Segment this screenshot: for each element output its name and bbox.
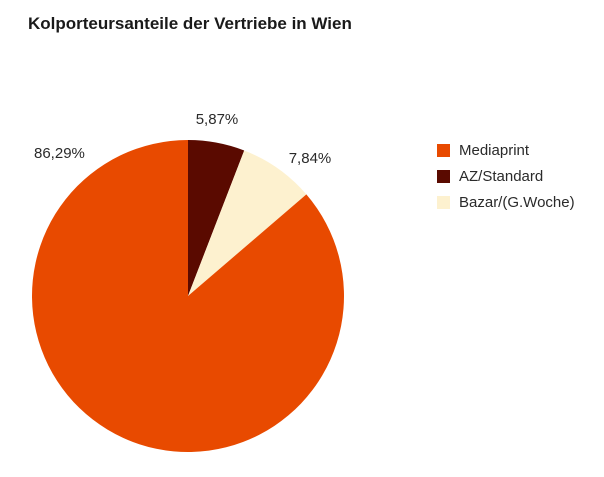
pie-slice-mediaprint [32, 140, 345, 452]
pie-slice-az-standard [188, 140, 245, 296]
pie-slice-bazar-g-woche [188, 150, 307, 296]
legend-swatch [437, 195, 450, 209]
legend-swatch [437, 143, 450, 157]
legend-item-bazar-g-woche: Bazar/(G.Woche) [437, 189, 575, 215]
legend-label: Bazar/(G.Woche) [459, 193, 575, 211]
chart-title: Kolporteursanteile der Vertriebe in Wien [28, 14, 352, 33]
legend-label: AZ/Standard [459, 167, 544, 185]
legend: Mediaprint AZ/Standard Bazar/(G.Woche) [437, 137, 575, 215]
legend-label: Mediaprint [459, 141, 530, 159]
slice-label-bazar-g-woche: 7,84% [289, 150, 332, 167]
slice-label-az-standard: 5,87% [196, 111, 239, 128]
pie-slices [32, 140, 345, 452]
pie-labels: 86,29% 5,87% 7,84% [34, 111, 331, 167]
legend-item-mediaprint: Mediaprint [437, 137, 575, 163]
legend-swatch [437, 169, 450, 183]
legend-item-az-standard: AZ/Standard [437, 163, 575, 189]
slice-label-mediaprint: 86,29% [34, 145, 85, 162]
